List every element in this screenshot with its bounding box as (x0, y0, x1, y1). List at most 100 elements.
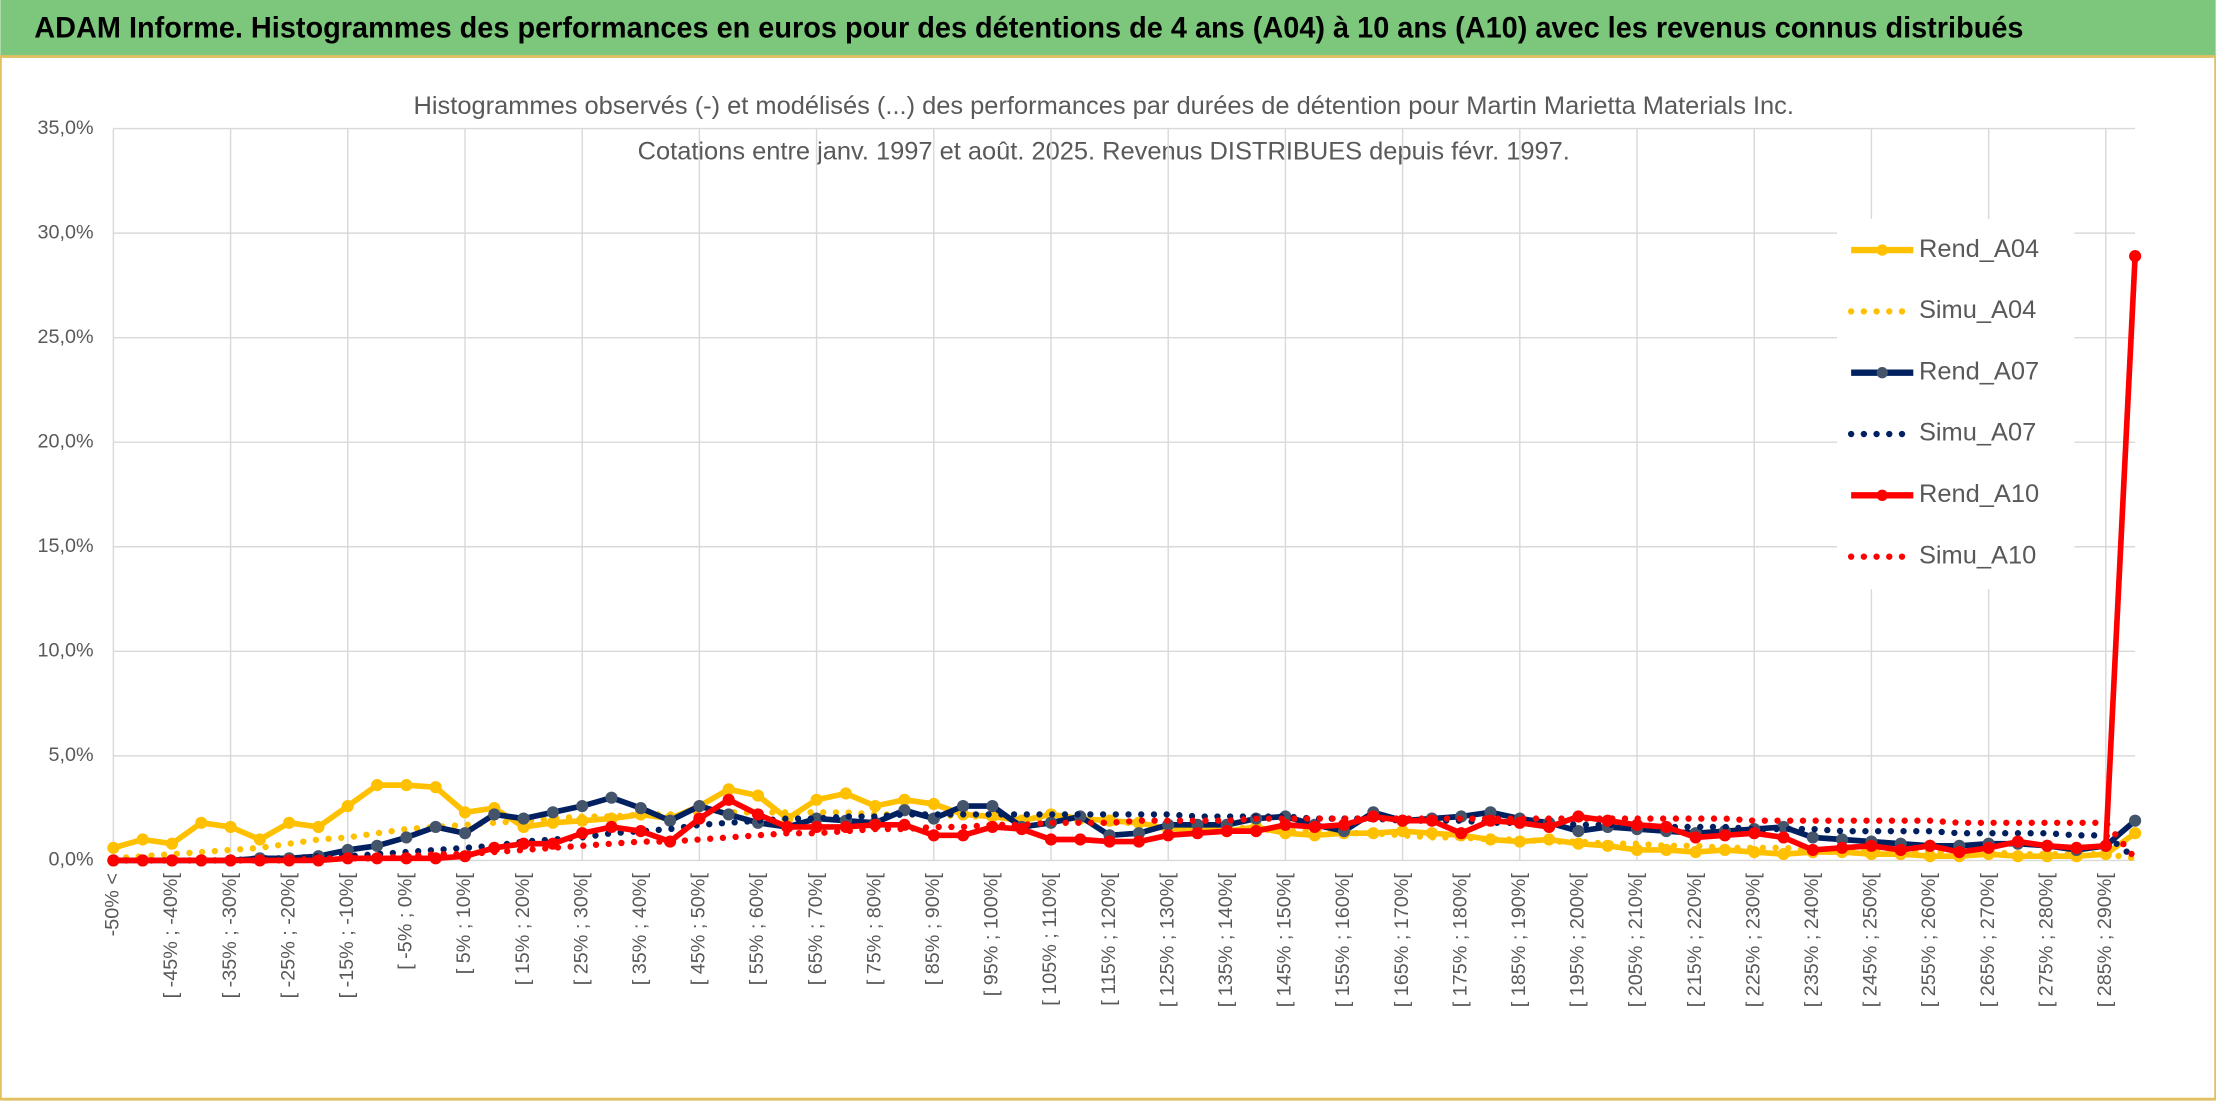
data-point (751, 808, 765, 821)
legend-label: Rend_A07 (1919, 357, 2039, 385)
data-point (722, 783, 735, 796)
y-tick-label: 30,0% (38, 221, 94, 243)
x-tick-label: [ -35% ; -30%[ (219, 873, 241, 999)
legend-marker (1876, 489, 1888, 501)
series-line (113, 794, 2137, 864)
x-tick-label: [ 275% ; 280%[ (2035, 873, 2057, 1008)
data-point (546, 806, 559, 819)
data-point (898, 793, 911, 806)
data-point (634, 802, 647, 815)
x-tick-label: [ 155% ; 160%[ (1332, 873, 1354, 1008)
data-point (1806, 843, 1819, 857)
x-tick-label: [ 195% ; 200%[ (1567, 873, 1589, 1008)
legend-marker (1876, 244, 1888, 256)
data-point (2041, 839, 2054, 852)
data-point (2011, 835, 2024, 848)
series-line (110, 809, 2139, 862)
x-tick-label: [ 185% ; 190%[ (1508, 873, 1530, 1008)
data-point (429, 820, 442, 834)
data-point (517, 812, 530, 825)
x-tick-label: [ 285% ; 290%[ (2094, 873, 2116, 1008)
x-tick-label: [ -15% ; -10%[ (336, 873, 358, 999)
data-point (312, 820, 325, 834)
y-tick-label: 0,0% (49, 849, 94, 871)
data-point (693, 799, 706, 813)
data-point (693, 812, 706, 825)
data-point (458, 806, 472, 819)
data-point (1660, 820, 1673, 834)
y-tick-label: 10,0% (38, 640, 94, 662)
x-tick-label: [ 225% ; 230%[ (1742, 873, 1764, 1008)
grid: 0,0% 5,0% 10,0% 15,0% 20,0% 25,0% 30,0% 35,0% -5… (38, 117, 2136, 1007)
data-point (1865, 839, 1878, 852)
y-tick-label: 25,0% (38, 326, 94, 348)
x-tick-label: [ 85% ; 90%[ (922, 873, 944, 986)
data-point (224, 820, 237, 834)
data-point (458, 827, 472, 840)
data-point (927, 829, 940, 842)
data-point (1132, 835, 1145, 848)
data-point (1074, 833, 1087, 846)
data-point (664, 814, 677, 827)
data-point (1894, 843, 1907, 857)
data-point (1543, 820, 1556, 834)
data-point (1689, 845, 1702, 859)
data-point (107, 841, 120, 854)
x-tick-label: [ 235% ; 240%[ (1801, 873, 1823, 1008)
series-line (112, 782, 2137, 860)
y-tick-label: 5,0% (49, 744, 94, 766)
data-point (400, 831, 413, 844)
data-point (986, 799, 999, 813)
data-point (1748, 827, 1761, 840)
x-tick-label: [ 265% ; 270%[ (1977, 873, 1999, 1008)
data-point (371, 839, 384, 852)
data-point (1572, 825, 1585, 838)
legend-label: Rend_A10 (1919, 480, 2039, 508)
legend-label: Simu_A07 (1919, 419, 2036, 447)
x-tick-label: [ 125% ; 130%[ (1156, 873, 1178, 1008)
data-point (136, 833, 149, 846)
data-point (1250, 825, 1263, 838)
data-point (2129, 814, 2142, 827)
y-tick-label: 35,0% (38, 117, 94, 139)
data-point (1455, 827, 1468, 840)
plot (107, 250, 2142, 867)
data-point (400, 779, 413, 792)
data-point (2099, 839, 2112, 852)
data-point (957, 829, 970, 842)
y-tick-label: 20,0% (38, 430, 94, 452)
data-point (2070, 841, 2083, 854)
legend-marker (1876, 367, 1888, 379)
x-tick-label: [ 255% ; 260%[ (1918, 873, 1940, 1008)
data-point (1279, 818, 1292, 831)
legend-label: Simu_A04 (1919, 296, 2036, 324)
x-tick-label: [ 205% ; 210%[ (1625, 873, 1647, 1008)
data-point (1689, 831, 1702, 844)
x-tick-label: [ 45% ; 50%[ (688, 873, 710, 986)
data-point (869, 799, 882, 813)
x-tick-label: [ 215% ; 220%[ (1684, 873, 1706, 1008)
x-tick-label: [ -25% ; -20%[ (277, 873, 299, 999)
data-point (1191, 827, 1204, 840)
data-point (722, 793, 735, 806)
data-point (576, 827, 589, 840)
data-point (1308, 820, 1321, 834)
data-point (1015, 822, 1028, 836)
x-tick-label: [ 25% ; 30%[ (570, 873, 592, 986)
data-point (1806, 831, 1819, 844)
data-point (341, 799, 354, 813)
x-tick-label: [ 135% ; 140%[ (1215, 873, 1237, 1008)
data-point (722, 808, 735, 821)
data-point (1777, 831, 1790, 844)
data-point (810, 793, 823, 806)
x-tick-label: [ -5% ; 0%[ (395, 873, 417, 970)
data-point (165, 837, 179, 850)
x-tick-label: [ -45% ; -40%[ (160, 873, 182, 999)
x-tick-label: [ 75% ; 80%[ (863, 873, 885, 986)
x-tick-label: [ 165% ; 170%[ (1391, 873, 1413, 1008)
data-point (1220, 825, 1233, 838)
chart-subtitle: Histogrammes observés (-) et modélisés (… (414, 92, 1794, 120)
x-tick-label: [ 245% ; 250%[ (1860, 873, 1882, 1008)
data-point (1777, 848, 1790, 861)
